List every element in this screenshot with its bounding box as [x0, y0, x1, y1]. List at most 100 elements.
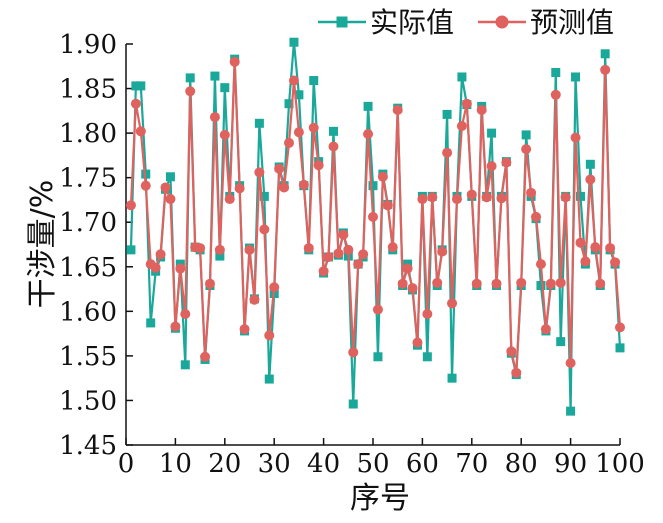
data-point-predicted [565, 358, 576, 369]
data-point-predicted [545, 278, 556, 289]
data-point-actual [289, 37, 299, 47]
data-point-predicted [298, 179, 309, 190]
data-point-predicted [442, 147, 453, 158]
data-point-predicted [511, 367, 522, 378]
data-point-predicted [585, 174, 596, 185]
legend-label-predicted: 预测值 [530, 6, 614, 39]
x-tick-label: 30 [258, 449, 291, 479]
data-point-actual [457, 72, 467, 82]
legend-marker-actual [336, 16, 348, 28]
data-point-predicted [130, 98, 141, 109]
data-point-predicted [269, 282, 280, 293]
data-point-predicted [244, 244, 255, 255]
legend-item-predicted: 预测值 [478, 6, 614, 39]
data-point-predicted [506, 346, 517, 357]
data-point-predicted [570, 132, 581, 143]
data-point-predicted [229, 56, 240, 67]
data-point-predicted [451, 194, 462, 205]
data-point-actual [220, 83, 230, 93]
data-point-actual [210, 71, 220, 81]
data-point-predicted [140, 180, 151, 191]
data-point-actual [126, 245, 136, 255]
y-tick-label: 1.60 [59, 297, 117, 327]
x-tick-label: 10 [159, 449, 192, 479]
data-point-predicted [200, 351, 211, 362]
data-point-actual [328, 126, 338, 136]
data-point-actual [131, 81, 141, 91]
data-point-predicted [397, 278, 408, 289]
data-point-predicted [615, 322, 625, 333]
data-point-predicted [180, 309, 191, 320]
data-point-actual [615, 343, 625, 353]
data-point-predicted [358, 249, 369, 260]
data-point-predicted [461, 98, 472, 109]
data-point-actual [571, 72, 581, 82]
y-tick-label: 1.45 [59, 431, 117, 461]
data-point-predicted [540, 324, 551, 335]
data-point-predicted [491, 278, 502, 289]
y-axis-ticks: 1.45 1.50 1.55 1.60 1.65 1.70 1.75 1.80 1.85 1.90 [59, 30, 133, 461]
data-point-actual [264, 374, 274, 384]
data-point-predicted [353, 259, 364, 270]
data-point-predicted [323, 251, 334, 262]
data-point-predicted [526, 187, 537, 198]
legend-item-actual: 实际值 [318, 6, 454, 39]
data-point-actual [146, 318, 156, 328]
data-point-predicted [476, 104, 487, 115]
data-point-predicted [338, 229, 349, 240]
data-point-actual [284, 99, 294, 109]
data-point-predicted [303, 243, 314, 254]
data-point-predicted [501, 157, 512, 168]
data-point-predicted [580, 256, 591, 267]
y-tick-label: 1.70 [59, 208, 117, 238]
data-point-actual [136, 81, 146, 91]
data-point-predicted [427, 192, 438, 203]
data-point-predicted [377, 171, 388, 182]
data-point-predicted [209, 112, 220, 123]
data-point-predicted [125, 200, 136, 211]
data-point-predicted [239, 324, 250, 335]
data-point-predicted [447, 298, 458, 309]
data-point-predicted [264, 330, 275, 341]
data-point-predicted [516, 277, 527, 288]
data-point-predicted [234, 183, 245, 194]
data-point-actual [368, 181, 378, 191]
data-point-actual [348, 399, 358, 409]
data-point-actual [575, 191, 585, 201]
x-axis-ticks: 0 10 20 30 40 50 60 70 80 90 100 [118, 438, 645, 479]
data-point-predicted [293, 127, 304, 138]
y-tick-label: 1.50 [59, 386, 117, 416]
data-point-predicted [595, 278, 606, 289]
y-axis-title: 干涉量/% [25, 180, 60, 309]
data-point-actual [422, 352, 432, 362]
data-point-predicted [486, 161, 497, 172]
data-point-predicted [249, 294, 260, 305]
data-point-predicted [175, 263, 186, 274]
data-point-actual [363, 101, 373, 111]
data-point-predicted [535, 259, 546, 270]
data-point-predicted [333, 248, 344, 259]
data-point-predicted [224, 194, 235, 205]
data-point-predicted [471, 278, 482, 289]
data-point-predicted [274, 163, 285, 174]
y-tick-label: 1.55 [59, 342, 117, 372]
data-point-predicted [382, 200, 393, 211]
y-tick-label: 1.75 [59, 164, 117, 194]
data-point-predicted [531, 211, 542, 222]
data-point-actual [585, 159, 595, 169]
data-point-predicted [135, 126, 146, 137]
data-point-predicted [550, 89, 561, 100]
x-tick-label: 60 [406, 449, 439, 479]
data-point-predicted [214, 244, 225, 255]
data-point-predicted [313, 160, 324, 171]
data-point-predicted [372, 304, 383, 315]
data-point-actual [259, 191, 269, 201]
data-point-predicted [279, 182, 290, 193]
data-point-predicted [560, 192, 571, 203]
data-point-predicted [412, 337, 423, 348]
data-point-predicted [521, 144, 532, 155]
data-point-predicted [590, 242, 601, 253]
data-point-predicted [308, 122, 319, 133]
x-tick-label: 100 [595, 449, 645, 479]
data-point-actual [215, 251, 225, 261]
